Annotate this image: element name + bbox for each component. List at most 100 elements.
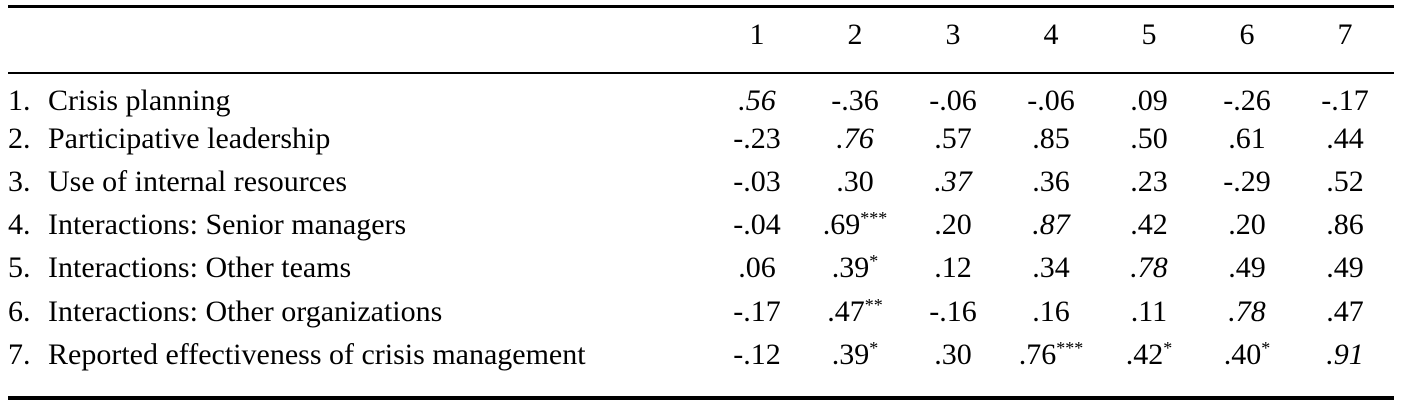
correlation-cell: -.29: [1198, 160, 1296, 203]
column-header: 1: [749, 18, 765, 51]
cell-value: .76: [836, 121, 874, 155]
correlation-cell: .49: [1296, 247, 1394, 290]
reliability-cell: .56: [708, 74, 806, 117]
correlation-cell: .57: [904, 117, 1002, 160]
row-number: 5.: [8, 251, 31, 285]
top-rule: [8, 5, 1394, 8]
cell-value: .39: [831, 251, 870, 285]
significance-marker: **: [864, 294, 883, 315]
correlation-cell: -.06: [1002, 74, 1100, 117]
correlation-cell: .06: [708, 247, 806, 290]
cell-value: .49: [1228, 251, 1266, 285]
significance-marker: ***: [1056, 337, 1084, 358]
cell-value: .12: [934, 251, 972, 285]
correlation-cell: -.17: [708, 290, 806, 333]
correlation-cell: .34: [1002, 247, 1100, 290]
row-label-cell: 4. Interactions: Senior managers: [8, 204, 708, 247]
cell-value: -.06: [1027, 83, 1075, 117]
row-number: 7.: [8, 337, 31, 371]
significance-marker: *: [1163, 337, 1173, 358]
row-label-cell: 5. Interactions: Other teams: [8, 247, 708, 290]
correlation-cell: .52: [1296, 160, 1394, 203]
correlation-cell: .39*: [806, 333, 904, 376]
cell-value: .36: [1032, 164, 1070, 198]
table-body: 1. Crisis planning .56 -.36 -.06 -.06 .09 -.26 -…: [8, 74, 1394, 376]
row-label: Interactions: Other organizations: [48, 294, 443, 328]
cell-value: .78: [1130, 251, 1168, 285]
column-header: 3: [945, 18, 961, 51]
row-label: Use of internal resources: [48, 164, 348, 198]
cell-value: .69: [822, 208, 861, 242]
cell-value: .47: [1326, 294, 1364, 328]
correlation-cell: .16: [1002, 290, 1100, 333]
bottom-rule: [8, 396, 1394, 400]
correlation-cell: .11: [1100, 290, 1198, 333]
cell-value: .47: [827, 294, 865, 328]
correlation-cell: .50: [1100, 117, 1198, 160]
cell-value: .37: [934, 164, 972, 198]
cell-value: .50: [1130, 121, 1168, 155]
row-label: Interactions: Other teams: [48, 251, 352, 285]
correlation-cell: .40*: [1198, 333, 1296, 376]
cell-value: .44: [1326, 121, 1364, 155]
header-row: 1 2 3 4 5 6 7: [8, 0, 1394, 74]
row-label-cell: 1. Crisis planning: [8, 74, 708, 117]
cell-value: .20: [934, 208, 972, 242]
significance-marker: *: [869, 337, 879, 358]
cell-value: .34: [1032, 251, 1070, 285]
cell-value: .86: [1326, 208, 1364, 242]
cell-value: -.23: [733, 121, 781, 155]
row-label: Crisis planning: [48, 83, 231, 117]
table-row: 3. Use of internal resources -.03 .30 .37 .36…: [8, 160, 1394, 203]
cell-value: .40: [1223, 337, 1262, 371]
correlation-cell: -.04: [708, 204, 806, 247]
correlation-cell: .39*: [806, 247, 904, 290]
correlation-cell: .69***: [806, 204, 904, 247]
significance-marker: *: [869, 251, 879, 272]
cell-value: .23: [1130, 164, 1168, 198]
correlation-cell: -.12: [708, 333, 806, 376]
correlation-cell: .30: [806, 160, 904, 203]
reliability-cell: .78: [1198, 290, 1296, 333]
cell-value: .87: [1032, 208, 1070, 242]
correlation-cell: .61: [1198, 117, 1296, 160]
column-header: 6: [1239, 18, 1255, 51]
header-corner: [8, 0, 708, 74]
table-header: 1 2 3 4 5 6 7: [8, 0, 1394, 74]
cell-value: .52: [1326, 164, 1364, 198]
cell-value: -.36: [831, 83, 879, 117]
header-rule: [8, 72, 1394, 74]
correlation-cell: -.16: [904, 290, 1002, 333]
correlation-cell: .09: [1100, 74, 1198, 117]
cell-value: -.29: [1223, 164, 1271, 198]
row-label-cell: 7. Reported effectiveness of crisis manag…: [8, 333, 708, 376]
correlation-table: 1 2 3 4 5 6 7 1. Crisis planning .56 -.36 -.06 -.06…: [8, 0, 1394, 376]
cell-value: -.03: [733, 164, 781, 198]
cell-value: .30: [836, 164, 874, 198]
correlation-cell: .47: [1296, 290, 1394, 333]
correlation-cell: .12: [904, 247, 1002, 290]
table-row: 5. Interactions: Other teams .06 .39* .12 .34…: [8, 247, 1394, 290]
cell-value: .42: [1130, 208, 1168, 242]
cell-value: .16: [1032, 294, 1070, 328]
correlation-cell: -.17: [1296, 74, 1394, 117]
correlation-cell: .47**: [806, 290, 904, 333]
correlation-cell: .36: [1002, 160, 1100, 203]
correlation-cell: -.06: [904, 74, 1002, 117]
table-row: 1. Crisis planning .56 -.36 -.06 -.06 .09 -.26 -…: [8, 74, 1394, 117]
correlation-cell: -.03: [708, 160, 806, 203]
cell-value: .20: [1228, 208, 1266, 242]
correlation-cell: .49: [1198, 247, 1296, 290]
cell-value: .09: [1130, 83, 1168, 117]
cell-value: .57: [934, 121, 972, 155]
column-header: 4: [1043, 18, 1059, 51]
row-number: 4.: [8, 208, 31, 242]
reliability-cell: .76: [806, 117, 904, 160]
table-row: 6. Interactions: Other organizations -.17.…: [8, 290, 1394, 333]
table-row: 2. Participative leadership -.23 .76 .57 .85.…: [8, 117, 1394, 160]
cell-value: -.26: [1223, 83, 1271, 117]
correlation-cell: -.26: [1198, 74, 1296, 117]
column-header: 2: [847, 18, 863, 51]
correlation-cell: .85: [1002, 117, 1100, 160]
cell-value: .42: [1125, 337, 1164, 371]
